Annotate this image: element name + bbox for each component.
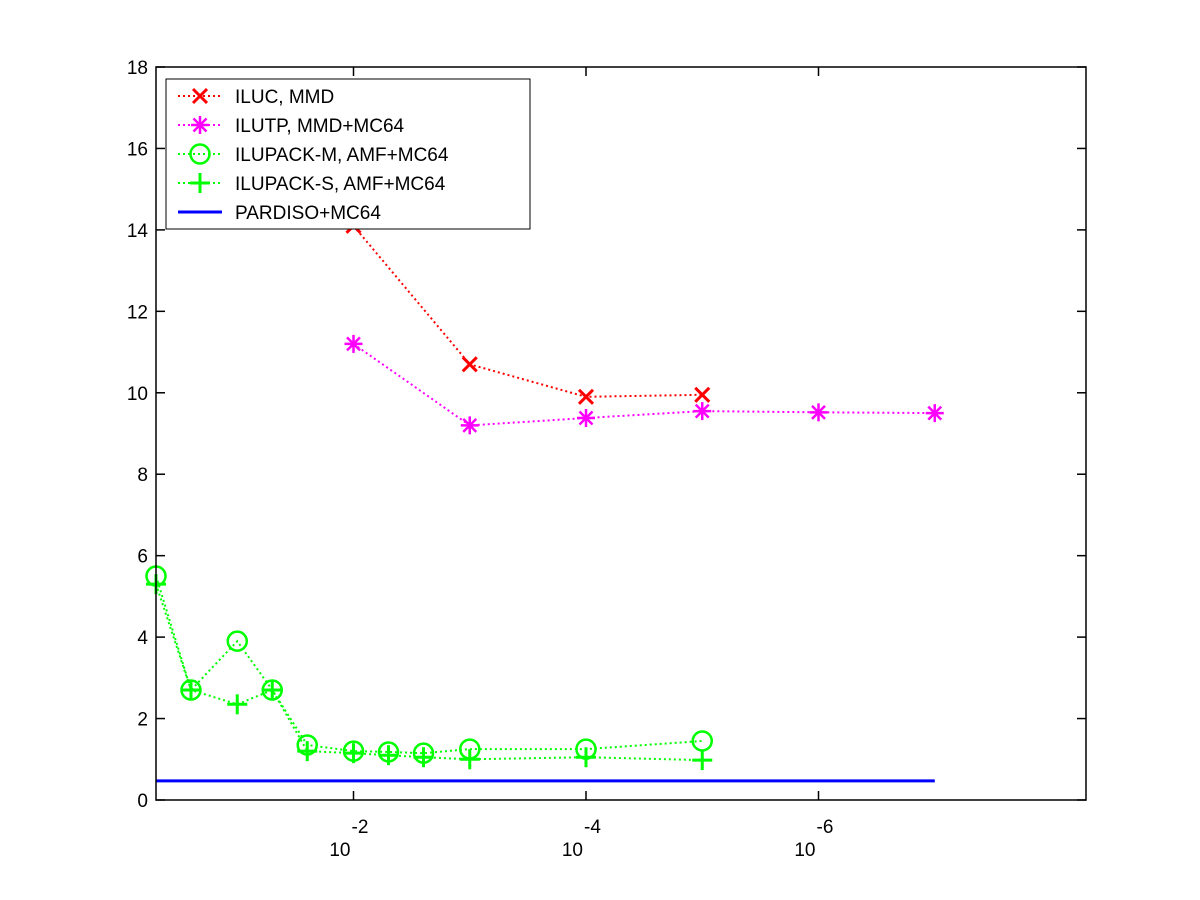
series-line-ilupack-m-amf-mc64: [155, 575, 703, 755]
series-ilupack-s-amf-mc64: [146, 574, 713, 771]
legend-marker-ilutp-mmd-mc64: [191, 116, 209, 134]
x-axis: 10-210-410-6: [329, 67, 833, 861]
legend-entry-pardiso-mc64: PARDISO+MC64: [178, 203, 381, 224]
point-ilupack-s-amf-mc64-7: [413, 747, 434, 768]
y-tick-label-16: 16: [127, 139, 148, 160]
point-ilutp-mmd-mc64-4: [809, 403, 828, 422]
point-ilutp-mmd-mc64-0: [344, 334, 363, 353]
legend-marker-ilupack-s-amf-mc64: [190, 173, 210, 193]
y-tick-label-18: 18: [127, 58, 148, 79]
x-tick-label-exponent-2: -6: [817, 817, 834, 838]
legend-label-pardiso-mc64: PARDISO+MC64: [235, 203, 381, 224]
point-ilutp-mmd-mc64-2: [577, 409, 596, 428]
y-tick-label-12: 12: [127, 302, 148, 323]
point-ilutp-mmd-mc64-5: [925, 404, 944, 423]
point-ilutp-mmd-mc64-1: [460, 416, 479, 435]
series-line-iluc-mmd: [352, 225, 703, 398]
point-ilupack-s-amf-mc64-3: [262, 680, 283, 701]
legend-label-ilupack-m-amf-mc64: ILUPACK-M, AMF+MC64: [235, 145, 449, 166]
x-tick-label-exponent-0: -2: [352, 817, 369, 838]
point-ilupack-s-amf-mc64-6: [378, 745, 399, 766]
point-ilupack-s-amf-mc64-9: [576, 747, 597, 768]
plot-series: [145, 217, 944, 783]
point-ilupack-m-amf-mc64-2: [226, 630, 249, 652]
point-ilupack-s-amf-mc64-5: [343, 743, 364, 764]
series-line-ilupack-s-amf-mc64: [155, 583, 703, 762]
x-tick-label-exponent-1: -4: [584, 817, 601, 838]
point-ilutp-mmd-mc64-3: [693, 402, 712, 421]
x-tick-label-base-0: 10: [329, 840, 350, 861]
plot-frame: [155, 66, 1087, 801]
legend-entry-iluc-mmd: ILUC, MMD: [178, 87, 334, 108]
x-tick-label-base-2: 10: [794, 840, 815, 861]
y-axis: 0 2 4 6 8 10 12 14 16 18: [127, 58, 1086, 812]
legend-entry-ilupack-m-amf-mc64: ILUPACK-M, AMF+MC64: [178, 143, 449, 166]
legend-box: [165, 78, 531, 230]
point-iluc-mmd-1: [461, 356, 478, 373]
y-tick-label-2: 2: [137, 710, 148, 731]
y-tick-label-6: 6: [137, 547, 148, 568]
legend-marker-iluc-mmd: [191, 87, 209, 105]
legend-entry-ilutp-mmd-mc64: ILUTP, MMD+MC64: [178, 116, 405, 137]
series-ilutp-mmd-mc64: [344, 334, 944, 435]
legend-label-iluc-mmd: ILUC, MMD: [235, 87, 334, 108]
series-line-ilutp-mmd-mc64: [352, 343, 935, 427]
legend-marker-ilupack-m-amf-mc64: [189, 143, 211, 165]
legend-entry-ilupack-s-amf-mc64: ILUPACK-S, AMF+MC64: [178, 173, 446, 195]
point-iluc-mmd-3: [694, 386, 711, 403]
point-ilupack-s-amf-mc64-8: [459, 749, 480, 770]
legend-label-ilupack-s-amf-mc64: ILUPACK-S, AMF+MC64: [235, 174, 446, 195]
y-tick-label-0: 0: [137, 791, 148, 812]
series-iluc-mmd: [345, 217, 711, 405]
point-ilupack-s-amf-mc64-10: [692, 750, 713, 771]
point-ilupack-s-amf-mc64-1: [180, 680, 201, 701]
point-ilupack-s-amf-mc64-4: [297, 741, 318, 762]
y-tick-label-14: 14: [127, 221, 149, 242]
point-ilupack-s-amf-mc64-2: [227, 694, 248, 715]
legend: ILUC, MMD ILUTP, MMD+MC64 ILUPACK-M, AMF+M…: [165, 78, 531, 230]
y-tick-label-10: 10: [127, 384, 148, 405]
series-ilupack-m-amf-mc64: [145, 565, 714, 764]
y-tick-label-4: 4: [137, 628, 148, 649]
legend-label-ilutp-mmd-mc64: ILUTP, MMD+MC64: [235, 116, 405, 137]
y-tick-label-8: 8: [137, 465, 148, 486]
point-iluc-mmd-2: [577, 388, 595, 405]
x-tick-label-base-1: 10: [562, 840, 583, 861]
